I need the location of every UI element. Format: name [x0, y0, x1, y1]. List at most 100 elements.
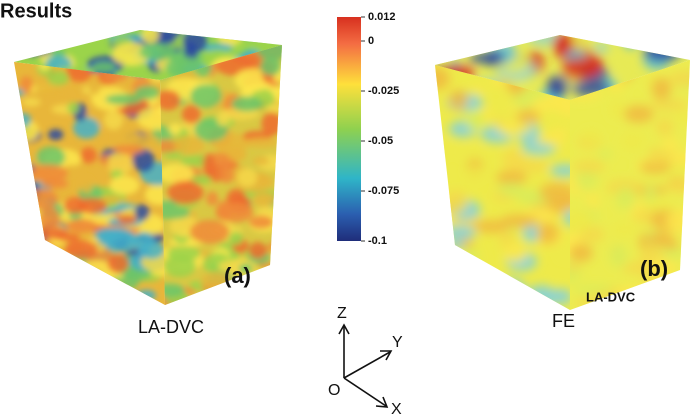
axis-label: Y — [392, 334, 403, 351]
texture-blob — [562, 57, 599, 80]
texture-blob — [28, 164, 69, 182]
texture-blob — [202, 154, 216, 177]
texture-blob — [160, 139, 182, 153]
texture-blob — [487, 285, 513, 300]
texture-blob — [37, 253, 61, 278]
colorbar-tick-label: -0.05 — [368, 135, 393, 147]
texture-blob — [650, 199, 667, 209]
texture-blob — [21, 97, 41, 107]
texture-blob — [610, 60, 625, 72]
texture-blob — [91, 61, 116, 73]
texture-blob — [556, 251, 570, 260]
texture-blob — [163, 254, 196, 278]
texture-blob — [109, 175, 140, 195]
texture-blob — [259, 270, 281, 285]
texture-blob — [36, 146, 66, 168]
texture-blob — [509, 305, 525, 310]
texture-blob — [444, 240, 466, 250]
colorbar-tick-label: -0.075 — [368, 185, 399, 197]
texture-blob — [664, 240, 679, 250]
texture-blob — [134, 204, 150, 221]
texture-blob — [255, 45, 282, 61]
texture-blob — [669, 296, 690, 305]
texture-blob — [14, 258, 38, 274]
axis-label: X — [391, 401, 402, 417]
panel-tag: (b) — [640, 256, 668, 281]
texture-blob — [235, 298, 272, 305]
texture-blob — [160, 125, 175, 142]
texture-blob — [26, 262, 45, 277]
texture-blob — [644, 185, 657, 203]
texture-blob — [107, 151, 133, 176]
texture-blob — [88, 74, 101, 95]
texture-blob — [557, 102, 570, 116]
texture-blob — [206, 191, 219, 206]
texture-blob — [272, 253, 282, 277]
texture-blob — [38, 88, 73, 102]
cube-la-dvc — [14, 30, 282, 305]
texture-blob — [498, 278, 526, 301]
texture-blob — [248, 215, 274, 229]
texture-blobs — [14, 62, 165, 305]
texture-blob — [14, 151, 29, 175]
texture-blob — [27, 253, 41, 277]
texture-blob — [593, 42, 610, 53]
texture-blob — [104, 110, 123, 130]
texture-blob — [39, 206, 60, 230]
texture-blob — [502, 148, 525, 171]
texture-blob — [266, 103, 282, 113]
texture-blob — [551, 288, 570, 305]
texture-blob — [23, 289, 61, 305]
texture-blob — [445, 296, 459, 310]
texture-blob — [504, 244, 527, 263]
texture-blob — [486, 300, 509, 310]
texture-blob — [435, 271, 458, 288]
texture-blob — [661, 137, 679, 152]
texture-blob — [252, 272, 281, 295]
texture-blob — [460, 247, 479, 268]
texture-blob — [105, 94, 143, 105]
texture-blob — [483, 49, 505, 67]
texture-blob — [622, 35, 639, 50]
texture-blob — [14, 128, 38, 142]
texture-blob — [91, 276, 104, 300]
texture-blob — [15, 145, 30, 168]
texture-blob — [442, 35, 473, 48]
texture-blob — [73, 117, 100, 139]
texture-blob — [24, 271, 58, 283]
texture-blob — [14, 261, 33, 270]
title: Results — [0, 0, 72, 22]
texture-blob — [550, 164, 570, 177]
texture-blob — [598, 149, 612, 159]
texture-blob — [248, 242, 268, 259]
texture-blob — [243, 137, 280, 148]
texture-blobs — [160, 45, 282, 305]
texture-blob — [268, 30, 282, 39]
texture-blob — [239, 30, 260, 40]
texture-blob — [273, 223, 282, 241]
texture-blob — [570, 232, 582, 245]
texture-blob — [132, 148, 155, 173]
texture-blob — [435, 279, 446, 301]
texture-blob — [216, 111, 230, 127]
colorbar-tick-label: -0.1 — [368, 235, 387, 247]
texture-blob — [663, 35, 690, 40]
texture-blob — [160, 206, 191, 220]
panel-label: FE — [552, 311, 575, 331]
axis-label: Z — [337, 305, 347, 322]
texture-blob — [450, 268, 475, 288]
texture-blob — [238, 263, 253, 274]
texture-blob — [136, 107, 165, 131]
texture-blob — [546, 75, 569, 98]
texture-blob — [495, 121, 533, 135]
texture-blob — [454, 38, 471, 50]
texture-blob — [261, 112, 282, 136]
texture-blob — [219, 166, 235, 184]
texture-blob — [573, 285, 613, 294]
texture-blob — [15, 181, 31, 193]
texture-blob — [482, 304, 516, 310]
texture-blob — [26, 188, 58, 210]
texture-blob — [611, 222, 638, 238]
axis-x — [343, 377, 387, 407]
